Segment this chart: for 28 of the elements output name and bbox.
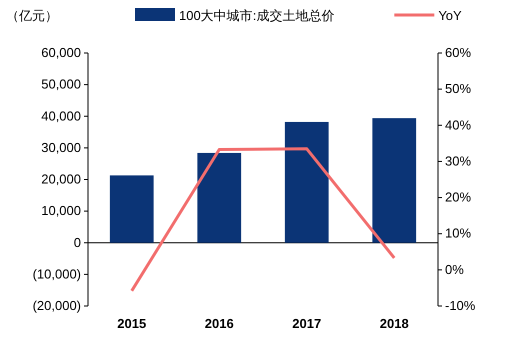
x-tick-label: 2016 <box>204 316 234 331</box>
x-tick-label: 2017 <box>292 316 322 331</box>
y2-tick-label: -10% <box>445 298 476 313</box>
y2-tick-label: 10% <box>445 226 472 241</box>
y-tick-label: 60,000 <box>41 45 81 60</box>
y-tick-label: 20,000 <box>41 172 81 186</box>
y-tick-label: (10,000) <box>32 266 81 282</box>
x-tick-label: 2015 <box>117 316 146 331</box>
y2-tick-label: 60% <box>445 45 472 60</box>
x-tick-label: 2018 <box>380 316 409 331</box>
y2-tick-label: 40% <box>445 117 472 132</box>
legend-label: 100大中城市:成交土地总价 <box>179 8 334 23</box>
y-tick-label: 30,000 <box>41 140 81 155</box>
y-tick-label: 40,000 <box>41 108 81 124</box>
y-tick-label: (20,000) <box>32 298 81 313</box>
legend-label: YoY <box>438 8 462 23</box>
bar <box>197 152 242 243</box>
y-tick-label: 0 <box>74 234 81 250</box>
bar <box>284 122 329 243</box>
y2-tick-label: 0% <box>445 262 464 277</box>
bar <box>110 175 154 243</box>
y-tick-label: 10,000 <box>41 203 81 218</box>
y-axis-title: （亿元） <box>6 8 58 23</box>
y-tick-label: 50,000 <box>41 76 81 92</box>
bar <box>372 118 416 243</box>
y2-tick-label: 20% <box>445 190 472 205</box>
y2-tick-label: 50% <box>445 81 472 96</box>
y2-tick-label: 30% <box>445 153 472 168</box>
